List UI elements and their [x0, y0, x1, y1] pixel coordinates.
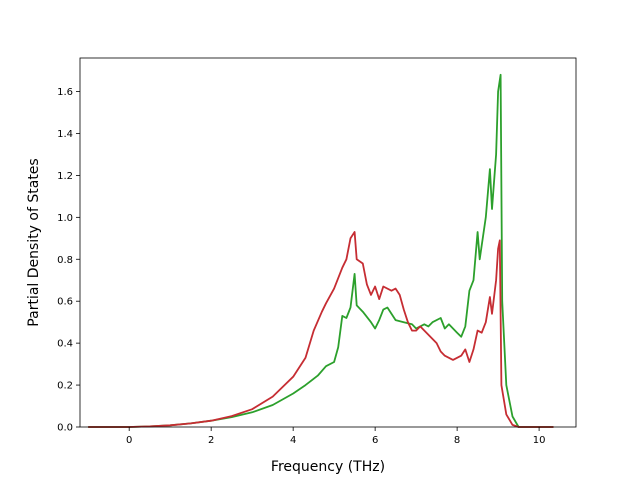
x-axis-label: Frequency (THz)	[271, 459, 385, 475]
y-tick-label: 1.0	[57, 213, 73, 224]
x-tick-label: 0	[126, 435, 132, 446]
x-tick-label: 4	[290, 435, 296, 446]
x-tick-label: 6	[372, 435, 378, 446]
y-tick-label: 0.6	[57, 297, 73, 308]
y-tick-label: 0.8	[57, 255, 73, 266]
series-line-2	[88, 231, 554, 428]
x-axis-ticks: 0 2 4 6 8 10	[126, 427, 545, 446]
y-tick-label: 0.2	[57, 381, 73, 392]
y-tick-label: 0.4	[57, 339, 73, 350]
y-tick-label: 1.2	[57, 171, 73, 182]
plot-frame	[79, 57, 577, 428]
x-tick-label: 2	[208, 435, 214, 446]
y-axis-ticks: 0.0 0.2 0.4 0.6 0.8 1.0 1.2 1.4 1.6	[57, 87, 80, 434]
y-tick-label: 0.0	[57, 423, 73, 434]
y-tick-label: 1.4	[57, 129, 73, 140]
series-line-1	[88, 73, 554, 428]
y-axis-label: Partial Density of States	[26, 158, 42, 326]
series-layer	[88, 73, 554, 428]
y-tick-label: 1.6	[57, 87, 73, 98]
x-tick-label: 8	[454, 435, 460, 446]
x-tick-label: 10	[533, 435, 546, 446]
